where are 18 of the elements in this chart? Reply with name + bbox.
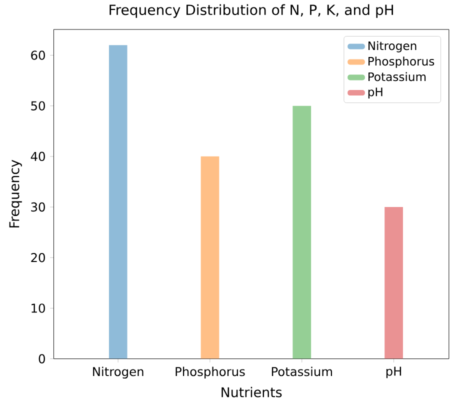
x-tick-label: Phosphorus	[176, 366, 245, 378]
x-tick-label: Nitrogen	[93, 366, 144, 378]
y-tick-label: 30	[31, 202, 45, 212]
legend-label: Nitrogen	[368, 41, 416, 52]
x-axis-title: Nutrients	[222, 386, 282, 398]
y-axis-title: Frequency	[9, 160, 22, 228]
legend-label: Potassium	[368, 72, 426, 82]
chart-title: Frequency Distribution of N, P, K, and pH	[110, 4, 394, 18]
x-tick-label: Potassium	[272, 366, 332, 376]
y-tick-label: 50	[31, 101, 45, 110]
y-tick-label: 0	[38, 354, 45, 364]
y-tick-label: 40	[30, 152, 45, 161]
legend-label: pH	[368, 88, 382, 98]
y-tick-label: 20	[31, 252, 45, 262]
y-tick-label: 10	[32, 304, 45, 313]
legend-label: Phosphorus	[368, 56, 434, 68]
x-tick-label: pH	[386, 366, 402, 378]
y-tick-label: 60	[31, 50, 45, 60]
